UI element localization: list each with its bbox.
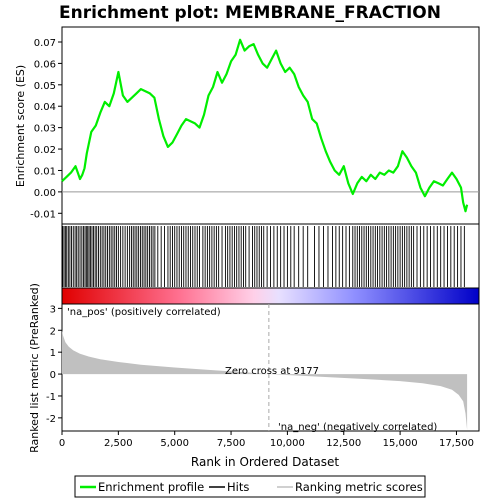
- legend-label-enrichment-profile: Enrichment profile: [98, 480, 204, 494]
- es-y-tick-label: 0.06: [34, 59, 56, 70]
- x-tick-label: 7,500: [217, 438, 246, 449]
- positive-correlation-label: 'na_pos' (positively correlated): [67, 307, 221, 318]
- es-y-tick-label: 0.00: [34, 188, 56, 199]
- x-axis-label: Rank in Ordered Dataset: [191, 455, 339, 469]
- ranking-y-tick-label: 1: [50, 348, 56, 359]
- x-tick-label: 15,000: [383, 438, 418, 449]
- x-tick-label: 2,500: [104, 438, 133, 449]
- enrichment-profile-line: [61, 38, 469, 213]
- es-y-tick-label: 0.01: [34, 166, 56, 177]
- ranking-y-tick-label: 0: [50, 370, 56, 381]
- ranking-y-tick-label: 2: [50, 326, 56, 337]
- hit-lines: [62, 226, 465, 287]
- legend-label-hits: Hits: [227, 480, 249, 494]
- negative-correlation-label: 'na_neg' (negatively correlated): [278, 422, 437, 433]
- es-y-axis-ticks: -0.01 0.00 0.01 0.02 0.03 0.04 0.05 0.06 0.07: [30, 38, 62, 220]
- x-tick-label: 5,000: [160, 438, 189, 449]
- x-axis-ticks: 0 2,500 5,000 7,500 10,000 12,500 15,000 17,500: [59, 431, 474, 449]
- ranking-y-axis-ticks: -2 -1 0 1 2 3: [46, 304, 62, 425]
- x-tick-label: 17,500: [439, 438, 474, 449]
- legend-label-ranking-metric: Ranking metric scores: [295, 480, 423, 494]
- x-tick-label: 0: [59, 438, 65, 449]
- es-panel-frame: [61, 26, 480, 225]
- ranking-metric-area: [62, 330, 468, 430]
- legend: Enrichment profile Hits Ranking metric s…: [74, 475, 426, 498]
- ranking-panel: -2 -1 0 1 2 3 'na_pos' (positively correlated…: [28, 283, 480, 453]
- x-tick-label: 12,500: [326, 438, 361, 449]
- es-y-tick-label: 0.07: [34, 38, 56, 49]
- es-y-tick-label: 0.05: [34, 81, 56, 92]
- ranking-y-tick-label: -1: [46, 392, 56, 403]
- es-y-tick-label: 0.03: [34, 124, 56, 135]
- es-y-tick-label: 0.02: [34, 145, 56, 156]
- x-tick-label: 10,000: [270, 438, 305, 449]
- es-y-axis-label: Enrichment score (ES): [14, 65, 27, 187]
- zero-cross-label: Zero cross at 9177: [225, 366, 319, 377]
- es-y-tick-label: -0.01: [30, 209, 56, 220]
- rank-color-bar: [61, 287, 480, 305]
- hits-panel: [61, 223, 480, 289]
- chart-title: Enrichment plot: MEMBRANE_FRACTION: [59, 3, 441, 23]
- es-y-tick-label: 0.04: [34, 102, 56, 113]
- ranking-y-tick-label: -2: [46, 414, 56, 425]
- legend-box: [74, 475, 426, 498]
- es-panel: -0.01 0.00 0.01 0.02 0.03 0.04 0.05 0.06 0.07 En…: [14, 26, 480, 225]
- ranking-y-tick-label: 3: [50, 304, 56, 315]
- ranking-y-axis-label: Ranked list metric (PreRanked): [28, 283, 41, 453]
